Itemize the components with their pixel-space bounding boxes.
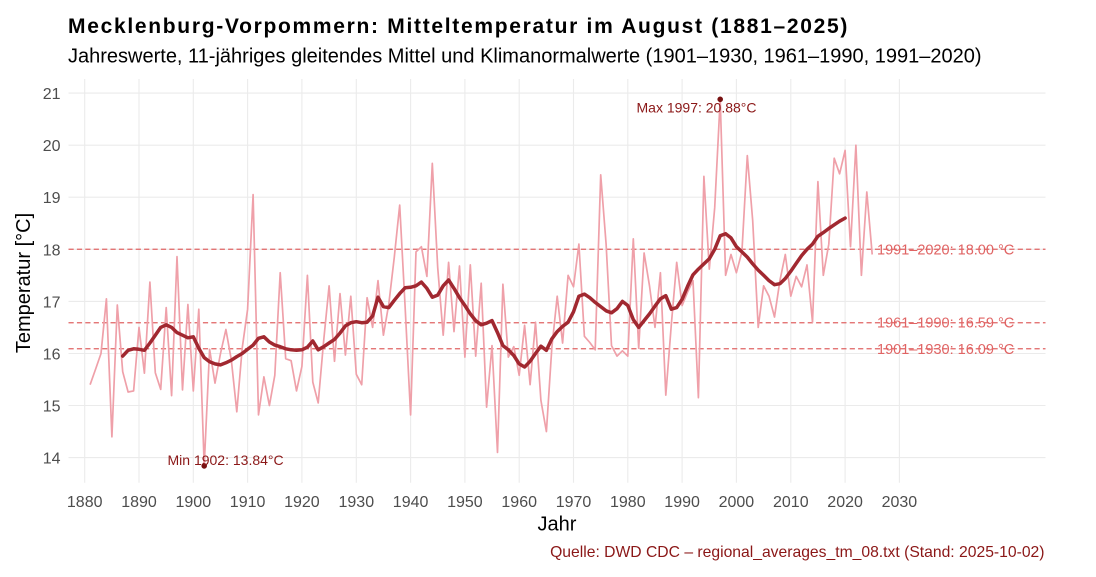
svg-text:1991–2020: 18.00 °C: 1991–2020: 18.00 °C: [877, 242, 1014, 258]
svg-text:1890: 1890: [121, 494, 157, 511]
svg-text:1961–1990: 16.59 °C: 1961–1990: 16.59 °C: [877, 316, 1014, 332]
svg-text:19: 19: [43, 190, 61, 207]
svg-text:Temperatur [°C]: Temperatur [°C]: [13, 213, 35, 353]
svg-text:Jahr: Jahr: [538, 514, 577, 536]
svg-text:1940: 1940: [393, 494, 429, 511]
svg-text:1950: 1950: [447, 494, 483, 511]
svg-text:1960: 1960: [501, 494, 537, 511]
svg-text:1900: 1900: [176, 494, 212, 511]
svg-text:2020: 2020: [827, 494, 863, 511]
svg-text:1880: 1880: [67, 494, 103, 511]
svg-text:2030: 2030: [882, 494, 918, 511]
svg-text:1970: 1970: [556, 494, 592, 511]
svg-text:1901–1930: 16.09 °C: 1901–1930: 16.09 °C: [877, 342, 1014, 358]
svg-text:1980: 1980: [610, 494, 646, 511]
svg-text:Quelle: DWD CDC – regional_ave: Quelle: DWD CDC – regional_averages_tm_0…: [550, 544, 1044, 561]
svg-text:Mecklenburg-Vorpommern: Mittel: Mecklenburg-Vorpommern: Mitteltemperatur…: [68, 15, 849, 38]
svg-text:Max 1997: 20.88°C: Max 1997: 20.88°C: [637, 100, 757, 116]
svg-text:2010: 2010: [773, 494, 809, 511]
svg-text:1910: 1910: [230, 494, 266, 511]
svg-text:1930: 1930: [339, 494, 375, 511]
svg-text:17: 17: [43, 294, 61, 311]
svg-text:18: 18: [43, 242, 61, 259]
svg-text:14: 14: [43, 451, 61, 468]
svg-text:20: 20: [43, 138, 61, 155]
svg-text:16: 16: [43, 347, 61, 364]
svg-text:15: 15: [43, 399, 61, 416]
svg-text:Min 1902: 13.84°C: Min 1902: 13.84°C: [168, 452, 284, 468]
svg-text:1990: 1990: [664, 494, 700, 511]
svg-text:2000: 2000: [719, 494, 755, 511]
svg-text:1920: 1920: [284, 494, 320, 511]
svg-text:21: 21: [43, 86, 61, 103]
svg-text:Jahreswerte, 11-jähriges gleit: Jahreswerte, 11-jähriges gleitendes Mitt…: [68, 46, 982, 68]
